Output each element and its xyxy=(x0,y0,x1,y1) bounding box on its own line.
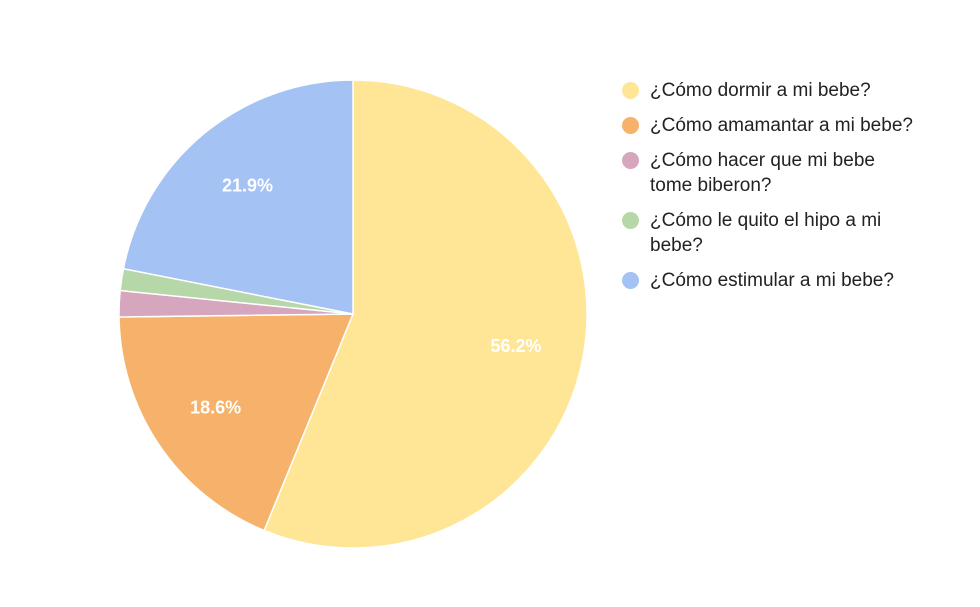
legend-item: ¿Cómo dormir a mi bebe? xyxy=(622,78,922,103)
legend-item: ¿Cómo amamantar a mi bebe? xyxy=(622,113,922,138)
legend-swatch-icon xyxy=(622,82,639,99)
pie-slice xyxy=(263,79,588,549)
pie-slice xyxy=(122,79,354,315)
legend-item: ¿Cómo estimular a mi bebe? xyxy=(622,268,922,293)
legend-label: ¿Cómo le quito el hipo a mi bebe? xyxy=(650,210,882,256)
legend-swatch-icon xyxy=(622,117,639,134)
slice-percent-label: 56.2% xyxy=(490,336,541,356)
legend-item: ¿Cómo le quito el hipo a mi bebe? xyxy=(622,208,922,258)
legend-label: ¿Cómo amamantar a mi bebe? xyxy=(650,115,913,136)
legend-swatch-icon xyxy=(622,152,639,169)
pie-slice xyxy=(118,313,355,532)
legend-label: ¿Cómo hacer que mi bebe tome biberon? xyxy=(650,150,875,196)
legend-label: ¿Cómo estimular a mi bebe? xyxy=(650,270,894,291)
legend-swatch-icon xyxy=(622,272,639,289)
legend-label: ¿Cómo dormir a mi bebe? xyxy=(650,80,871,101)
legend-swatch-icon xyxy=(622,212,639,229)
legend: ¿Cómo dormir a mi bebe? ¿Cómo amamantar a… xyxy=(622,78,922,303)
legend-item: ¿Cómo hacer que mi bebe tome biberon? xyxy=(622,148,922,198)
slice-percent-label: 18.6% xyxy=(190,397,241,417)
slice-percent-label: 21.9% xyxy=(222,176,273,196)
